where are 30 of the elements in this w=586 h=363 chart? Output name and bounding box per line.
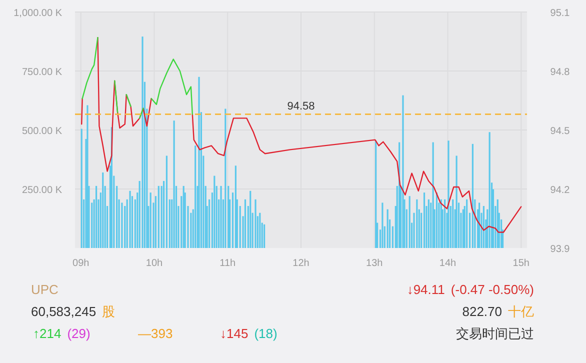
text: (18) [254,326,278,341]
y-tick-label: 1,000.00 K [14,8,62,19]
text: —393 [138,326,173,341]
text: (-0.47 -0.50%) [450,282,534,297]
text: 60,583,245 [31,304,96,319]
x-tick-label: 13h [366,258,383,269]
x-tick-label: 15h [512,258,530,269]
x-tick-label: 14h [439,258,456,269]
ref-line-label: 94.58 [287,100,315,112]
text: (29) [67,326,90,341]
x-tick-label: 12h [292,258,310,269]
text: 股 [102,304,116,319]
y2-tick-label: 94.5 [550,126,570,137]
text: UPC [31,282,58,297]
x-tick-label: 11h [220,258,236,269]
y2-tick-label: 94.8 [550,67,570,78]
text: 822.70 [462,304,502,319]
y-tick-label: 750.00 K [22,67,62,78]
x-tick-label: 09h [72,258,90,269]
text: ↓145 [220,326,248,341]
y2-tick-label: 95.1 [550,8,570,19]
text: 交易时间已过 [456,326,534,341]
y2-tick-label: 94.2 [550,185,570,196]
text: 十亿 [508,304,534,319]
x-tick-label: 10h [146,258,163,269]
y-tick-label: 500.00 K [22,126,62,137]
y2-tick-label: 93.9 [550,244,570,255]
text: ↓94.11 [406,282,445,297]
y-tick-label: 250.00 K [22,185,62,196]
text: ↑214 [33,326,62,341]
